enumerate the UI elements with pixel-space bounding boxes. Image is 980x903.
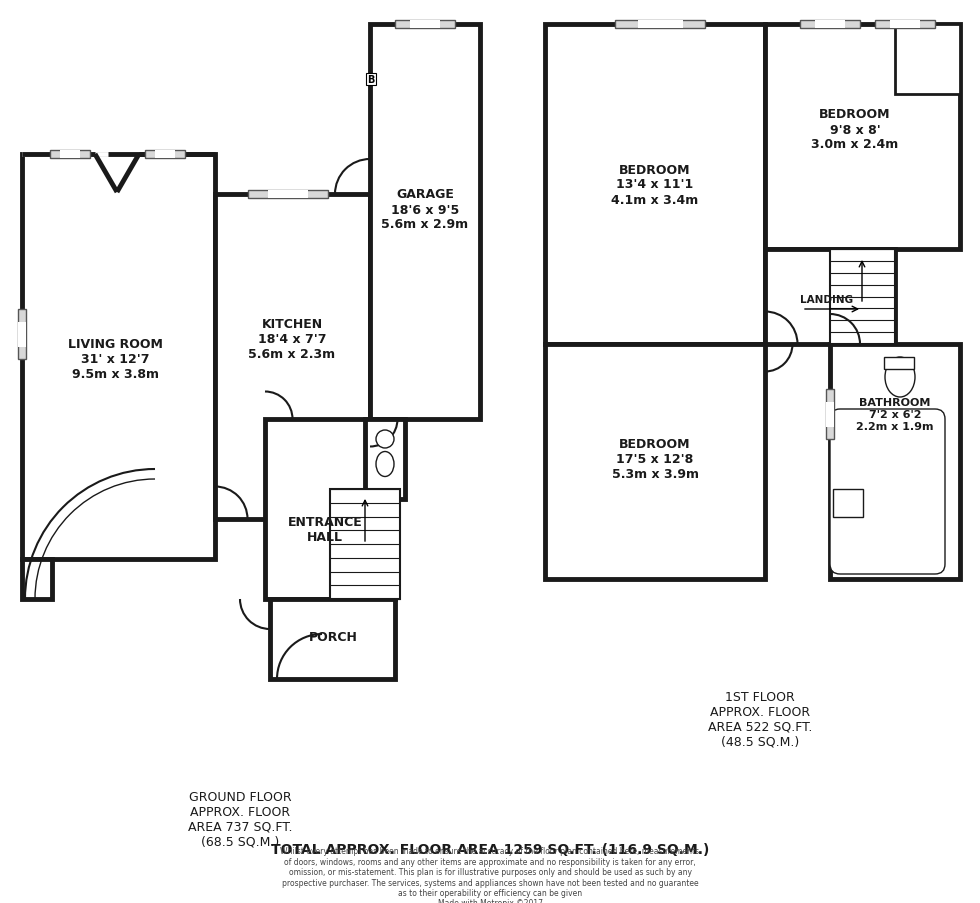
Text: LIVING ROOM
31' x 12'7
9.5m x 3.8m: LIVING ROOM 31' x 12'7 9.5m x 3.8m xyxy=(68,338,163,381)
Bar xyxy=(833,489,863,517)
Bar xyxy=(270,600,395,679)
Bar xyxy=(830,345,960,580)
Bar xyxy=(50,151,90,159)
Circle shape xyxy=(376,431,394,449)
Bar xyxy=(155,151,175,159)
Text: PORCH: PORCH xyxy=(309,631,358,644)
Bar xyxy=(60,151,80,159)
Bar xyxy=(215,195,370,519)
Ellipse shape xyxy=(376,452,394,477)
Bar xyxy=(638,21,682,29)
Text: BEDROOM
9'8 x 8'
3.0m x 2.4m: BEDROOM 9'8 x 8' 3.0m x 2.4m xyxy=(811,108,899,152)
Text: 1ST FLOOR
APPROX. FLOOR
AREA 522 SQ.FT.
(48.5 SQ.M.): 1ST FLOOR APPROX. FLOOR AREA 522 SQ.FT. … xyxy=(708,690,812,749)
Bar xyxy=(330,489,400,600)
Text: KITCHEN
18'4 x 7'7
5.6m x 2.3m: KITCHEN 18'4 x 7'7 5.6m x 2.3m xyxy=(249,318,335,361)
Text: LANDING: LANDING xyxy=(800,294,854,304)
Bar xyxy=(765,25,960,250)
Text: BEDROOM
13'4 x 11'1
4.1m x 3.4m: BEDROOM 13'4 x 11'1 4.1m x 3.4m xyxy=(612,163,699,206)
Text: ENTRANCE
HALL: ENTRANCE HALL xyxy=(287,516,363,544)
Bar xyxy=(145,151,185,159)
Bar xyxy=(22,154,215,559)
Text: BATHROOM
7'2 x 6'2
2.2m x 1.9m: BATHROOM 7'2 x 6'2 2.2m x 1.9m xyxy=(857,398,934,431)
Ellipse shape xyxy=(885,358,915,397)
Bar xyxy=(545,345,765,580)
Bar xyxy=(18,322,26,347)
Bar xyxy=(895,25,960,95)
Bar xyxy=(826,402,834,427)
Bar xyxy=(765,250,895,345)
Bar xyxy=(800,21,860,29)
Bar xyxy=(22,559,52,600)
Bar xyxy=(248,191,328,199)
FancyBboxPatch shape xyxy=(830,410,945,574)
Bar xyxy=(395,21,455,29)
Bar xyxy=(826,389,834,440)
Bar xyxy=(370,25,480,420)
Bar xyxy=(545,25,765,345)
Bar xyxy=(875,21,935,29)
Text: Whilst every attempt has been made to ensure the accuracy of the floor plan cont: Whilst every attempt has been made to en… xyxy=(280,847,700,903)
Text: GROUND FLOOR
APPROX. FLOOR
AREA 737 SQ.FT.
(68.5 SQ.M.): GROUND FLOOR APPROX. FLOOR AREA 737 SQ.F… xyxy=(188,790,292,848)
Text: BEDROOM
17'5 x 12'8
5.3m x 3.9m: BEDROOM 17'5 x 12'8 5.3m x 3.9m xyxy=(612,438,699,481)
Bar xyxy=(265,420,395,600)
Text: B: B xyxy=(368,75,374,85)
Text: GARAGE
18'6 x 9'5
5.6m x 2.9m: GARAGE 18'6 x 9'5 5.6m x 2.9m xyxy=(381,189,468,231)
Text: TOTAL APPROX. FLOOR AREA 1259 SQ.FT. (116.9 SQ.M.): TOTAL APPROX. FLOOR AREA 1259 SQ.FT. (11… xyxy=(270,842,710,856)
Bar xyxy=(815,21,845,29)
Bar xyxy=(830,250,895,345)
Bar xyxy=(410,21,440,29)
Bar xyxy=(615,21,705,29)
Bar xyxy=(890,21,920,29)
Bar xyxy=(365,420,405,499)
Bar xyxy=(18,310,26,359)
Bar xyxy=(884,358,914,369)
Bar xyxy=(268,191,308,199)
